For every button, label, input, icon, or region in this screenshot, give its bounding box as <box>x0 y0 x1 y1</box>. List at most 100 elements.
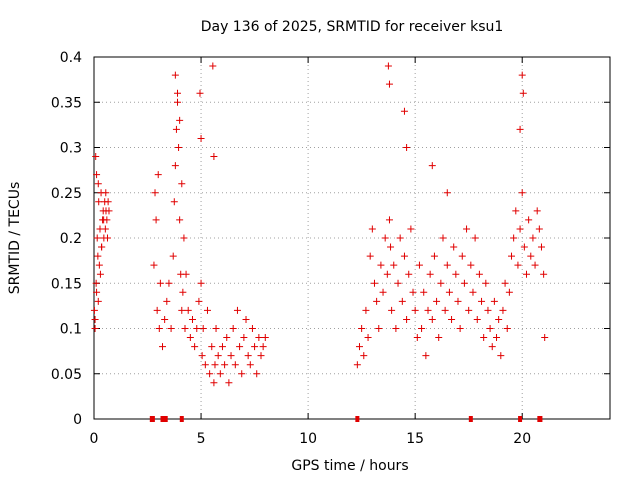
data-point-marker <box>203 306 211 314</box>
data-point-marker <box>211 361 219 369</box>
data-point-marker <box>424 306 432 314</box>
x-tick-label: 10 <box>299 431 317 447</box>
data-point-marker <box>100 216 108 224</box>
data-point-marker <box>519 89 527 97</box>
bottom-marker <box>538 416 543 422</box>
data-point-marker <box>181 325 189 332</box>
data-point-marker <box>165 279 173 287</box>
data-point-marker <box>370 279 378 287</box>
data-point-marker <box>155 325 163 332</box>
data-point-marker <box>452 270 460 278</box>
data-point-marker <box>103 234 111 242</box>
data-point-marker <box>403 144 411 151</box>
data-point-marker <box>179 288 187 296</box>
data-point-marker <box>253 370 261 378</box>
data-point-marker <box>531 261 539 269</box>
data-point-marker <box>418 325 426 332</box>
data-point-marker <box>458 252 466 260</box>
data-point-marker <box>375 325 383 332</box>
data-point-marker <box>405 270 413 278</box>
data-point-marker <box>223 334 231 342</box>
data-point-marker <box>465 306 473 314</box>
data-point-marker <box>178 180 186 188</box>
data-point-marker <box>95 261 103 269</box>
data-point-marker <box>248 325 256 332</box>
data-point-marker <box>443 189 451 197</box>
data-point-marker <box>197 279 205 287</box>
data-point-marker <box>383 270 391 278</box>
data-point-marker <box>387 243 395 251</box>
data-point-marker <box>448 315 456 323</box>
data-point-marker <box>195 297 203 305</box>
data-point-marker <box>428 315 436 323</box>
bottom-marker <box>150 416 155 422</box>
data-point-marker <box>420 288 428 296</box>
data-point-marker <box>473 315 481 323</box>
data-point-marker <box>525 216 533 224</box>
data-point-marker <box>206 370 214 378</box>
bottom-marker <box>518 416 523 422</box>
data-point-marker <box>377 261 385 269</box>
data-point-marker <box>413 334 421 342</box>
data-point-marker <box>171 71 179 79</box>
y-tick-label: 0.35 <box>51 95 82 111</box>
data-point-marker <box>96 270 104 278</box>
data-point-marker <box>174 98 182 106</box>
data-point-marker <box>261 334 269 342</box>
y-tick-label: 0 <box>73 412 82 428</box>
data-point-marker <box>426 270 434 278</box>
data-point-marker <box>439 234 447 242</box>
data-point-marker <box>540 270 548 278</box>
x-axis-label: GPS time / hours <box>291 458 408 474</box>
data-point-marker <box>94 180 102 188</box>
data-point-marker <box>188 315 196 323</box>
data-point-marker <box>97 243 105 251</box>
data-point-marker <box>454 297 462 305</box>
data-point-marker <box>422 352 430 360</box>
data-point-marker <box>191 343 199 351</box>
data-point-marker <box>175 144 183 151</box>
data-point-marker <box>238 370 246 378</box>
data-point-marker <box>180 234 188 242</box>
data-point-marker <box>394 279 402 287</box>
y-tick-label: 0.15 <box>51 276 82 292</box>
data-point-marker <box>390 261 398 269</box>
data-point-marker <box>171 162 179 170</box>
data-point-marker <box>364 334 372 342</box>
data-point-marker <box>93 171 101 179</box>
data-point-marker <box>209 62 217 70</box>
data-point-marker <box>178 306 186 314</box>
bottom-marker <box>355 416 360 422</box>
data-point-marker <box>460 279 468 287</box>
data-point-marker <box>493 334 501 342</box>
data-point-marker <box>91 315 99 323</box>
data-point-marker <box>186 334 194 342</box>
data-point-marker <box>105 207 113 215</box>
data-point-marker <box>210 153 218 161</box>
data-point-marker <box>518 71 526 79</box>
data-point-marker <box>251 343 259 351</box>
data-point-marker <box>441 306 449 314</box>
data-point-marker <box>197 134 205 142</box>
data-point-marker <box>201 361 209 369</box>
data-point-marker <box>385 216 393 224</box>
data-point-marker <box>259 343 267 351</box>
data-point-marker <box>541 334 549 342</box>
data-point-marker <box>450 243 458 251</box>
data-point-marker <box>512 207 520 215</box>
x-tick-label: 15 <box>406 431 424 447</box>
data-point-marker <box>244 352 252 360</box>
data-point-marker <box>533 207 541 215</box>
data-point-marker <box>478 297 486 305</box>
bottom-marker <box>179 416 184 422</box>
data-point-marker <box>196 89 204 97</box>
data-point-marker <box>484 306 492 314</box>
data-point-marker <box>212 325 220 332</box>
data-point-marker <box>480 334 488 342</box>
data-point-marker <box>167 325 175 332</box>
data-point-marker <box>379 288 387 296</box>
data-point-marker <box>411 306 419 314</box>
data-point-marker <box>92 153 100 161</box>
data-point-marker <box>497 352 505 360</box>
data-point-marker <box>360 352 368 360</box>
